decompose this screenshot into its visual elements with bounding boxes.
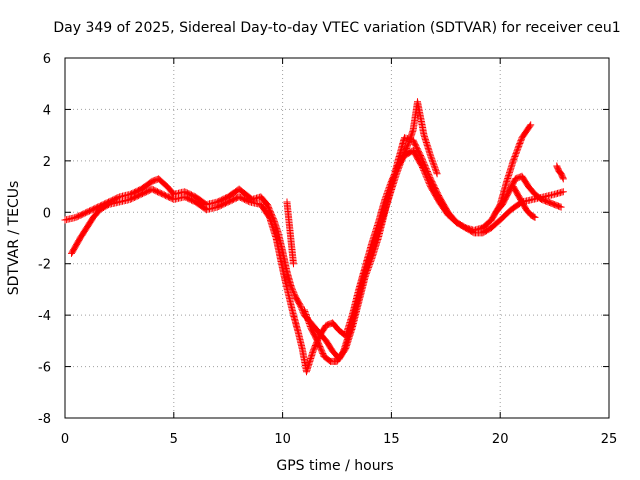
y-axis-label: SDTVAR / TECUs (6, 181, 22, 296)
x-axis-label: GPS time / hours (276, 458, 393, 474)
plus-markers (300, 98, 441, 365)
y-tick-label: 0 (43, 206, 51, 221)
grid (65, 58, 609, 418)
series-track-e (509, 183, 539, 221)
series-track-f (553, 162, 567, 183)
plot-frame (64, 57, 610, 419)
x-tick-label: 5 (170, 432, 178, 447)
y-tick-label: 2 (43, 155, 51, 170)
y-axis: -8 -6 -4 -2 0 2 4 6 (38, 52, 609, 427)
y-tick-label: -4 (38, 309, 51, 324)
y-tick-label: 6 (43, 52, 51, 67)
x-tick-label: 15 (383, 432, 400, 447)
series-track-c (300, 98, 441, 365)
data-points (61, 98, 567, 376)
y-tick-label: -8 (38, 412, 51, 427)
x-tick-label: 20 (492, 432, 509, 447)
x-tick-label: 10 (274, 432, 291, 447)
chart-title: Day 349 of 2025, Sidereal Day-to-day VTE… (53, 20, 620, 36)
y-tick-label: 4 (43, 103, 51, 118)
plus-markers (283, 198, 297, 268)
plus-markers (509, 183, 539, 221)
x-axis: 0 5 10 15 20 25 (61, 58, 617, 447)
plus-markers (553, 162, 567, 183)
y-tick-label: -2 (38, 258, 51, 273)
y-tick-label: -6 (38, 361, 51, 376)
x-tick-label: 25 (601, 432, 618, 447)
series-track-g (283, 198, 297, 268)
x-tick-label: 0 (61, 432, 69, 447)
